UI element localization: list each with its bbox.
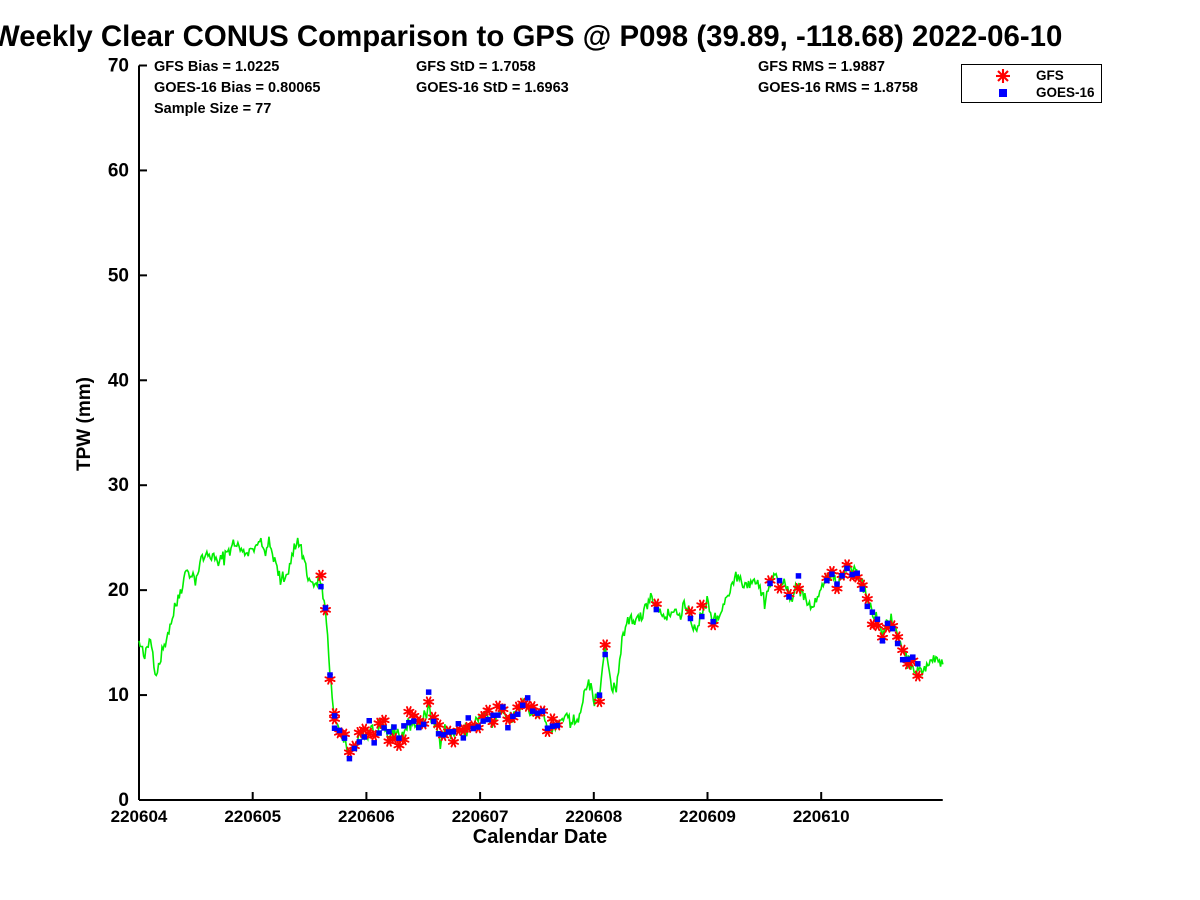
svg-text:10: 10 xyxy=(108,685,129,706)
svg-text:220609: 220609 xyxy=(679,807,736,826)
svg-text:220604: 220604 xyxy=(111,807,168,826)
svg-text:220610: 220610 xyxy=(793,807,850,826)
svg-text:220608: 220608 xyxy=(565,807,622,826)
svg-text:220605: 220605 xyxy=(224,807,281,826)
svg-text:20: 20 xyxy=(108,580,129,601)
svg-text:50: 50 xyxy=(108,265,129,286)
svg-text:70: 70 xyxy=(108,56,129,77)
svg-text:40: 40 xyxy=(108,370,129,391)
svg-text:220607: 220607 xyxy=(452,807,509,826)
svg-text:60: 60 xyxy=(108,160,129,181)
svg-text:220606: 220606 xyxy=(338,807,395,826)
svg-text:30: 30 xyxy=(108,475,129,496)
